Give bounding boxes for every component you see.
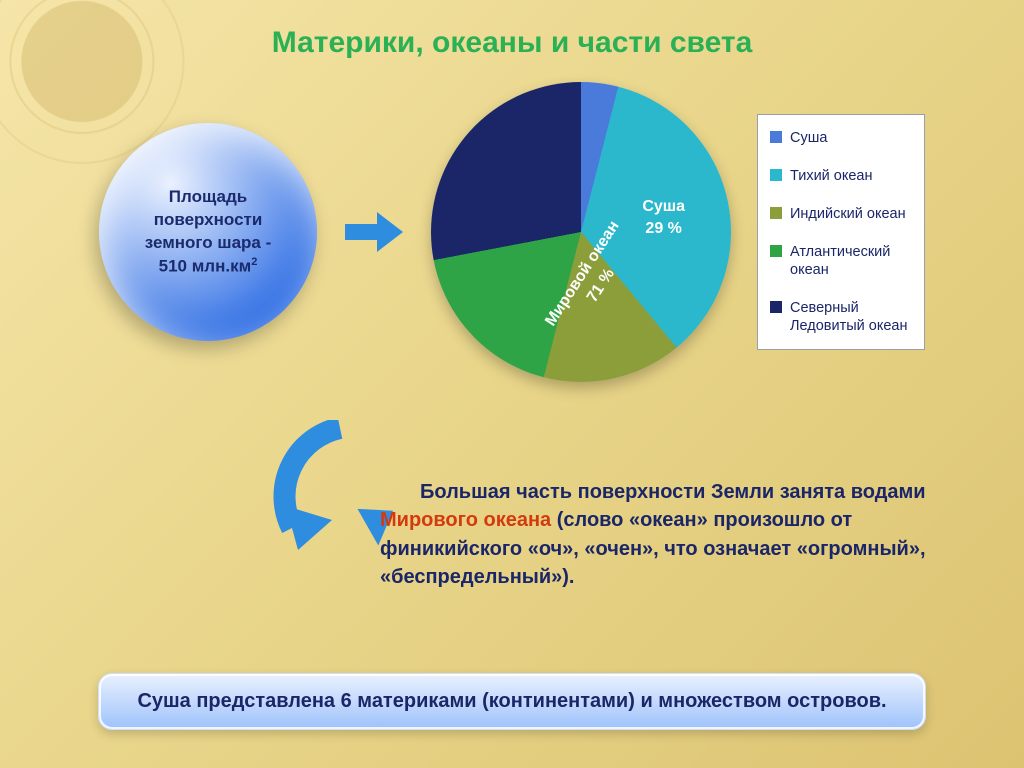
legend-label: Индийский океан — [790, 205, 906, 223]
legend-label: Северный Ледовитый океан — [790, 299, 912, 335]
sphere-line1: Площадь — [169, 187, 247, 206]
legend-item: Атлантический океан — [770, 243, 912, 279]
legend-swatch — [770, 245, 782, 257]
legend-item: Индийский океан — [770, 205, 912, 223]
legend-label: Суша — [790, 129, 827, 147]
legend-swatch — [770, 131, 782, 143]
legend-item: Тихий океан — [770, 167, 912, 185]
pie-chart: Суша 29 % Мировой океан 71 % — [431, 82, 731, 382]
para-accent: Мирового океана — [380, 509, 551, 531]
legend: Суша Тихий океан Индийский океан Атлантичес… — [757, 114, 925, 351]
legend-swatch — [770, 207, 782, 219]
para-seg1: Большая часть поверхности Земли занята в… — [420, 481, 926, 503]
pie-disk — [431, 82, 731, 382]
content-row: Площадь поверхности земного шара - 510 м… — [0, 82, 1024, 382]
earth-area-sphere: Площадь поверхности земного шара - 510 м… — [99, 123, 317, 341]
sphere-line2: поверхности — [154, 210, 263, 229]
sphere-line4: 510 млн.км — [159, 256, 252, 275]
callout-text: Суша представлена 6 материками (континен… — [137, 690, 886, 712]
callout-box: Суша представлена 6 материками (континен… — [98, 673, 926, 730]
arrow-right-icon — [343, 208, 405, 256]
legend-item: Северный Ледовитый океан — [770, 299, 912, 335]
legend-swatch — [770, 301, 782, 313]
legend-swatch — [770, 169, 782, 181]
sphere-sup: 2 — [251, 256, 257, 268]
sphere-line3: земного шара - — [145, 233, 272, 252]
legend-label: Тихий океан — [790, 167, 873, 185]
page-title: Материки, океаны и части света — [0, 0, 1024, 60]
legend-item: Суша — [770, 129, 912, 147]
body-paragraph: Большая часть поверхности Земли занята в… — [380, 478, 950, 592]
legend-label: Атлантический океан — [790, 243, 912, 279]
sphere-text: Площадь поверхности земного шара - 510 м… — [127, 186, 290, 278]
